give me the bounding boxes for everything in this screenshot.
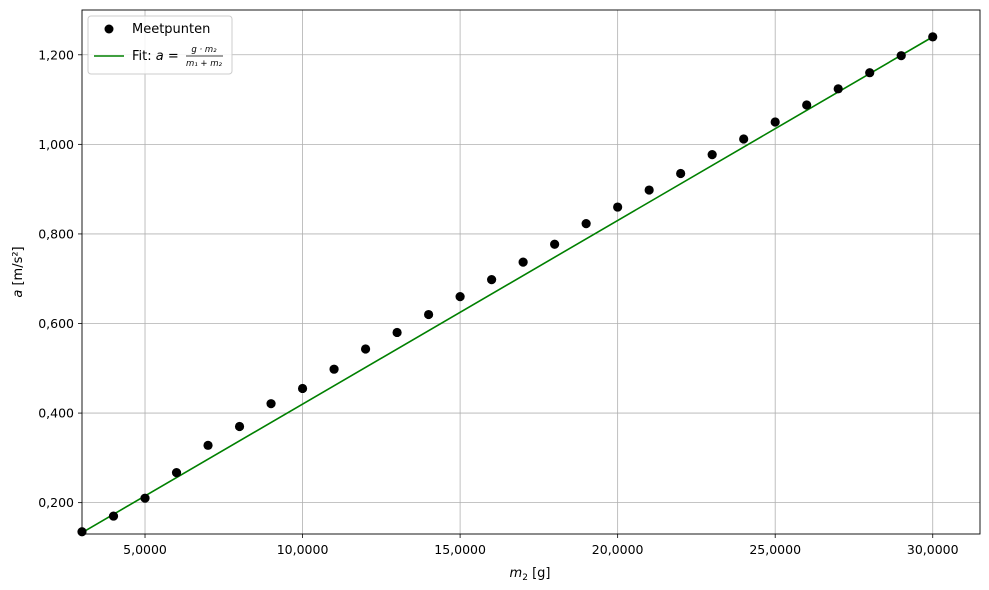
- x-tick-label: 30,0000: [907, 542, 959, 557]
- data-point: [203, 440, 213, 450]
- legend-label-fit: Fit: a =: [132, 49, 179, 64]
- legend-fit-denominator: m₁ + m₂: [186, 59, 222, 69]
- y-axis-ticks: 0,200 0,400 0,600 0,800 1,000 1,200: [38, 47, 82, 510]
- x-tick-label: 15,0000: [434, 542, 486, 557]
- data-point: [329, 364, 339, 374]
- x-tick-label: 10,0000: [277, 542, 329, 557]
- data-point: [865, 68, 875, 78]
- data-point: [739, 134, 749, 144]
- data-point: [392, 327, 402, 338]
- data-point: [928, 32, 938, 42]
- y-tick-label: 0,600: [38, 316, 74, 331]
- x-axis-ticks: 5,0000 10,0000 15,0000 20,0000 25,0000 30,000…: [123, 534, 959, 557]
- data-point: [297, 383, 308, 394]
- data-point: [487, 275, 497, 285]
- data-point: [707, 150, 717, 160]
- y-tick-label: 0,800: [38, 226, 74, 241]
- legend-label-meetpunten: Meetpunten: [132, 22, 210, 37]
- data-point: [518, 257, 528, 267]
- data-point: [234, 421, 245, 432]
- fit-line: [81, 36, 934, 534]
- data-point: [676, 168, 686, 179]
- x-tick-label: 5,0000: [123, 542, 167, 557]
- data-point: [581, 219, 591, 229]
- data-point: [266, 399, 276, 409]
- data-point: [455, 292, 465, 302]
- data-point: [140, 493, 150, 503]
- x-tick-label: 20,0000: [592, 542, 644, 557]
- data-point: [833, 84, 843, 94]
- data-point: [550, 239, 560, 249]
- legend-frame: [87, 15, 233, 75]
- y-axis-label: a [m/s²]: [11, 246, 26, 297]
- y-tick-label: 1,000: [38, 137, 74, 152]
- plot-frame: [81, 9, 981, 535]
- data-point: [802, 100, 812, 110]
- legend-fit-numerator: g · m₂: [191, 45, 217, 55]
- y-tick-label: 0,400: [38, 406, 74, 421]
- data-point: [171, 468, 182, 478]
- data-point: [360, 344, 371, 354]
- data-point: [644, 185, 654, 195]
- x-axis-label: m2 [g]: [510, 566, 551, 583]
- y-tick-label: 1,200: [38, 47, 74, 62]
- data-point: [896, 51, 906, 61]
- data-point: [108, 511, 119, 521]
- x-tick-label: 25,0000: [749, 542, 801, 557]
- fit-line-layer: [81, 36, 934, 534]
- y-tick-label: 0,200: [38, 495, 74, 510]
- data-point: [613, 202, 623, 212]
- data-point: [423, 309, 434, 320]
- legend: Meetpunten Fit: a = g · m₂ m₁ + m₂: [87, 15, 233, 75]
- legend-marker-meetpunten: [104, 24, 114, 34]
- data-point: [770, 117, 780, 127]
